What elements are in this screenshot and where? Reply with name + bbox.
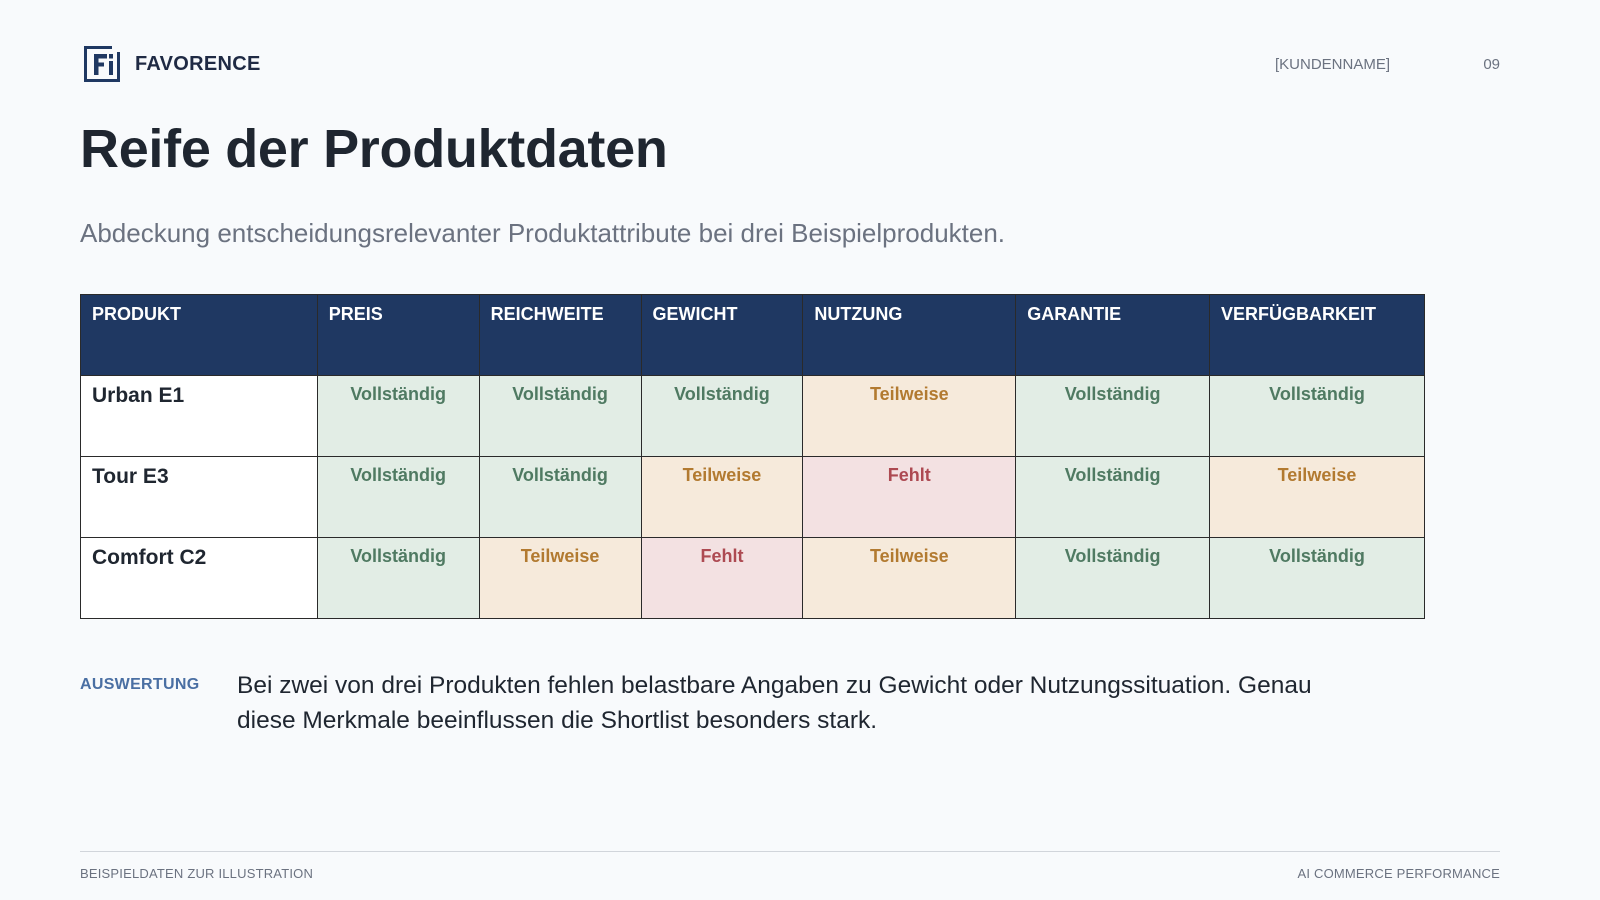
column-header: GEWICHT: [640, 294, 804, 376]
status-cell: Vollständig: [1015, 456, 1211, 538]
status-cell: Vollständig: [316, 537, 480, 619]
evaluation-text: Bei zwei von drei Produkten fehlen belas…: [237, 672, 1312, 734]
status-cell: Vollständig: [1015, 537, 1211, 619]
slide-header: FAVORENCE [KUNDENNAME] 09: [80, 44, 1500, 84]
table-body: Urban E1 Vollständig Vollständig Vollständi…: [80, 375, 1425, 619]
status-cell: Teilweise: [478, 537, 642, 619]
brand: FAVORENCE: [84, 46, 261, 82]
status-cell: Teilweise: [640, 456, 804, 538]
status-cell: Vollständig: [1209, 375, 1425, 457]
product-name: Comfort C2: [80, 537, 318, 619]
footer-note: BEISPIELDATEN ZUR ILLUSTRATION: [80, 866, 314, 881]
column-header: VERFÜGBARKEIT: [1209, 294, 1425, 376]
page-title: Reife der Produktdaten: [80, 119, 668, 179]
status-cell: Fehlt: [802, 456, 1017, 538]
status-cell: Vollständig: [316, 456, 480, 538]
favorence-logo-icon: [84, 46, 120, 82]
column-header: PRODUKT: [80, 294, 318, 376]
footer-divider: [80, 851, 1500, 852]
status-cell: Vollständig: [478, 456, 642, 538]
maturity-table: PRODUKT PREIS REICHWEITE GEWICHT NUTZUNG GARA…: [80, 294, 1425, 619]
footer-brand-tagline: AI COMMERCE PERFORMANCE: [1297, 866, 1500, 881]
table-header-row: PRODUKT PREIS REICHWEITE GEWICHT NUTZUNG GARA…: [80, 294, 1425, 376]
page-subtitle: Abdeckung entscheidungsrelevanter Produk…: [80, 218, 1006, 248]
evaluation-label: AUSWERTUNG: [80, 676, 200, 693]
table-row: Comfort C2 Vollständig Teilweise Fehlt Teilw…: [80, 537, 1425, 619]
status-cell: Vollständig: [640, 375, 804, 457]
column-header: GARANTIE: [1015, 294, 1211, 376]
table-row: Tour E3 Vollständig Vollständig Teilweise Fe…: [80, 456, 1425, 538]
column-header: PREIS: [316, 294, 480, 376]
status-cell: Teilweise: [802, 375, 1017, 457]
status-cell: Teilweise: [1209, 456, 1425, 538]
brand-name: FAVORENCE: [135, 52, 261, 75]
status-cell: Vollständig: [1209, 537, 1425, 619]
status-cell: Fehlt: [640, 537, 804, 619]
status-cell: Vollständig: [316, 375, 480, 457]
status-cell: Vollständig: [1015, 375, 1211, 457]
status-cell: Teilweise: [802, 537, 1017, 619]
client-name: [KUNDENNAME]: [1274, 56, 1390, 73]
product-name: Tour E3: [80, 456, 318, 538]
page-number: 09: [1483, 56, 1500, 73]
column-header: NUTZUNG: [802, 294, 1017, 376]
table-row: Urban E1 Vollständig Vollständig Vollständi…: [80, 375, 1425, 457]
column-header: REICHWEITE: [478, 294, 642, 376]
product-name: Urban E1: [80, 375, 318, 457]
status-cell: Vollständig: [478, 375, 642, 457]
